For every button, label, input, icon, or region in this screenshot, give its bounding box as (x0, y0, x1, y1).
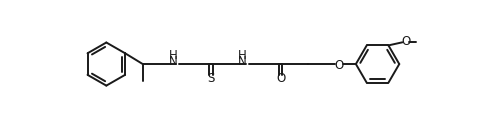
Text: N: N (168, 55, 177, 68)
Text: H: H (238, 49, 247, 62)
Text: H: H (168, 49, 177, 62)
Text: O: O (334, 59, 343, 72)
Text: O: O (276, 72, 285, 85)
Text: N: N (238, 55, 247, 68)
Text: O: O (402, 35, 411, 48)
Text: S: S (207, 72, 215, 85)
